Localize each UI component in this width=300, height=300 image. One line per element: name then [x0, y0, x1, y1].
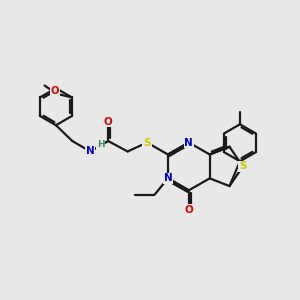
Text: O: O	[50, 86, 59, 96]
Text: O: O	[184, 205, 193, 215]
Text: H: H	[97, 140, 104, 149]
Text: N: N	[184, 137, 193, 148]
Text: S: S	[143, 137, 151, 148]
Text: N: N	[86, 146, 95, 157]
Text: O: O	[104, 117, 112, 127]
Text: N: N	[164, 173, 172, 183]
Text: S: S	[239, 161, 247, 171]
